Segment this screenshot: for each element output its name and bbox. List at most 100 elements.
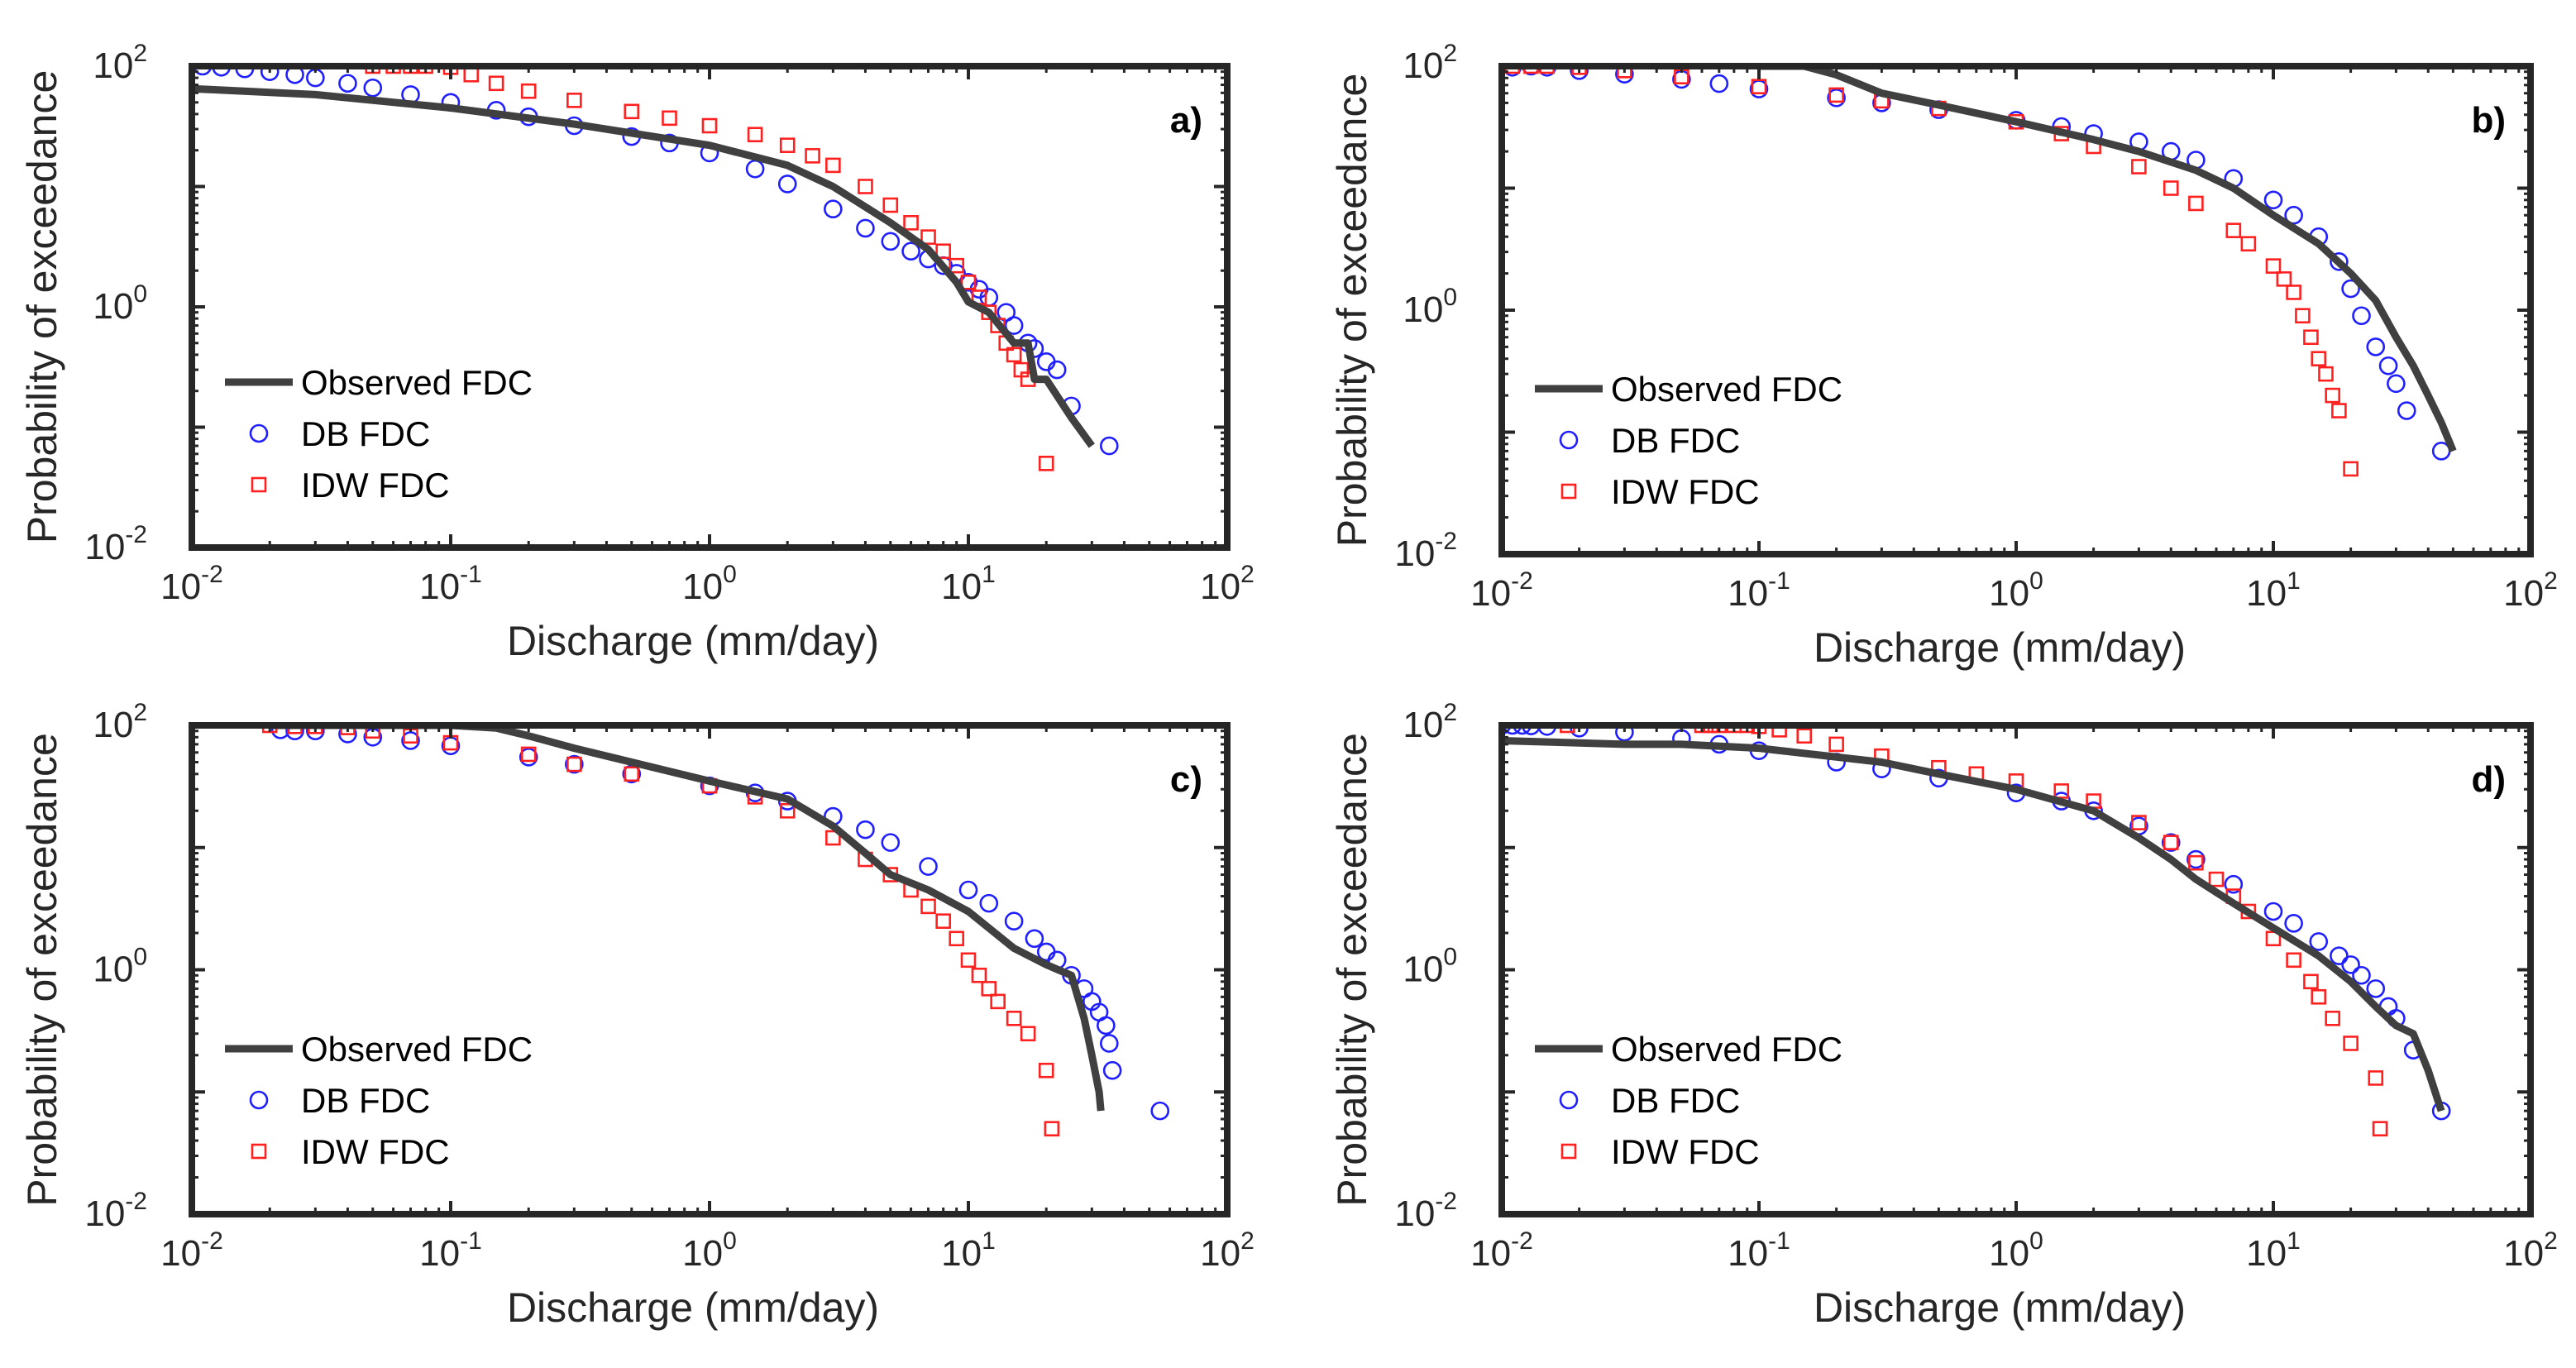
chart-0-series-1-point: [1047, 360, 1067, 380]
chart-2-series-1-point: [401, 731, 420, 750]
chart-2-series-2-point: [949, 930, 964, 947]
chart-1-x-tick-label: 101: [2246, 567, 2301, 614]
chart-1-series-2-point: [1523, 66, 1539, 74]
chart-2-x-axis-label: Discharge (mm/day): [507, 1284, 879, 1331]
chart-1-series-2-point: [2188, 195, 2204, 212]
chart-2-series-2-point: [779, 802, 796, 819]
chart-0-series-2-point: [1006, 347, 1022, 363]
chart-2-series-1-point: [1004, 911, 1024, 931]
chart-0-series-2-point: [520, 83, 537, 99]
chart-3-legend-label: IDW FDC: [1611, 1132, 1760, 1171]
chart-3-series-1-point: [2341, 955, 2360, 974]
chart-0-series-1-point: [777, 175, 797, 194]
chart-1-series-2-point: [2318, 366, 2334, 382]
chart-0-series-2-point: [566, 93, 582, 108]
chart-1-series-2-point: [2131, 159, 2147, 175]
chart-1-legend-square-swatch: [1560, 483, 1577, 500]
chart-1-panel-label: b): [2471, 100, 2506, 141]
chart-1-series-2-point: [1539, 66, 1556, 74]
chart-1-series-1-point: [2263, 190, 2283, 210]
chart-1-series-1-point: [1827, 88, 1846, 108]
chart-3-series-1-point: [2352, 965, 2371, 985]
chart-3-series-2-point: [2131, 815, 2147, 830]
chart-0-y-tick-label: 10-2: [84, 521, 147, 567]
chart-0-series-2-point: [662, 110, 677, 127]
chart-3-series-1-point: [2309, 932, 2329, 951]
chart-2-series-1-point: [1150, 1101, 1170, 1121]
chart-0-series-1-point: [338, 74, 357, 93]
chart-0-series-1-point: [363, 78, 383, 98]
chart-1-series-2-point: [2163, 180, 2179, 196]
chart-1-x-tick-label: 10-2: [1470, 567, 1533, 614]
chart-0-legend-square-swatch: [251, 476, 267, 493]
chart-3-x-tick-label: 10-2: [1470, 1227, 1533, 1274]
chart-1-series-1-point: [2330, 252, 2349, 271]
chart-3-series-1-point: [1503, 725, 1522, 735]
chart-2-series-2-point: [920, 898, 936, 915]
chart-3-series-2-point: [2053, 783, 2070, 799]
chart-1-x-tick-label: 102: [2503, 567, 2558, 614]
chart-2-legend-square-swatch: [251, 1143, 267, 1160]
chart-2-series-2-point: [960, 952, 977, 969]
chart-1-series-1-point: [2387, 374, 2406, 394]
chart-0-series-2-point: [903, 214, 919, 231]
chart-0-x-tick-label: 100: [682, 561, 737, 607]
chart-3-series-1-point: [2330, 946, 2349, 965]
chart-2-series-2-point: [971, 967, 987, 983]
chart-1-series-2-point: [2225, 222, 2242, 238]
chart-1-legend-circle-swatch: [1559, 430, 1579, 450]
chart-3-legend-label: Observed FDC: [1611, 1030, 1842, 1069]
chart-0-series-2-point: [882, 197, 899, 213]
chart-2-series-1-point: [856, 820, 875, 839]
chart-3-y-tick-label: 102: [1403, 699, 1457, 745]
chart-3-legend-circle-swatch: [1559, 1090, 1579, 1110]
chart-0-legend-label: DB FDC: [301, 414, 430, 453]
chart-2-series-1-point: [881, 833, 901, 852]
chart-0-legend-circle-swatch: [249, 423, 269, 443]
chart-1-series-2-point: [2295, 308, 2311, 324]
chart-0-y-tick-label: 100: [93, 280, 147, 327]
chart-0-series-1-point: [1004, 316, 1024, 335]
chart-0-series-2-point: [935, 243, 951, 260]
chart-0-series-2-point: [488, 75, 504, 92]
chart-2-series-1-point: [565, 754, 584, 774]
chart-2-series-1-point: [285, 725, 304, 741]
chart-1-series-1-point: [1570, 66, 1589, 80]
chart-0-x-tick-label: 102: [1200, 561, 1255, 607]
chart-2-series-2-point: [1038, 1062, 1054, 1079]
chart-1-series-1-point: [2352, 306, 2371, 326]
chart-3-series-2-point: [2303, 973, 2319, 990]
chart-3-series-2-point: [2372, 1121, 2388, 1137]
chart-0-series-2-point: [960, 275, 977, 290]
chart-2-x-tick-label: 10-1: [419, 1227, 482, 1274]
chart-2-series-2-point: [520, 746, 537, 763]
chart-3-series-2-point: [1796, 728, 1813, 744]
chart-1-series-1-point: [2284, 205, 2303, 225]
chart-2-series-1-point: [1097, 1016, 1116, 1036]
chart-1-series-2-point: [2276, 271, 2292, 287]
chart-1-x-tick-label: 10-1: [1728, 567, 1790, 614]
chart-3-x-tick-label: 100: [1989, 1227, 2043, 1274]
chart-0-series-2-point: [949, 257, 964, 274]
chart-1-series-0-line: [1759, 66, 2457, 453]
chart-3-y-axis-label: Probability of exceedance: [1329, 733, 1375, 1207]
chart-2-series-2-point: [624, 766, 640, 782]
chart-2-series-2-point: [1006, 1010, 1022, 1026]
chart-0-panel-label: a): [1170, 100, 1202, 141]
chart-1-x-tick-label: 100: [1989, 567, 2043, 614]
chart-3-plot-area: [1502, 725, 2451, 1137]
chart-1-series-2-point: [1828, 87, 1844, 103]
chart-3-series-2-point: [2286, 952, 2301, 969]
chart-0-series-1-point: [193, 66, 213, 76]
chart-1-y-axis-label: Probability of exceedance: [1329, 74, 1375, 548]
chart-3-series-1-point: [2263, 902, 2283, 921]
chart-0-series-2-point: [747, 127, 763, 143]
chart-3-x-tick-label: 10-1: [1728, 1227, 1790, 1274]
chart-3-series-2-point: [1828, 736, 1844, 753]
chart-0-legend-label: Observed FDC: [301, 363, 533, 402]
chart-3-series-1-point: [1615, 725, 1634, 742]
chart-0-x-tick-label: 10-2: [160, 561, 223, 607]
chart-0-series-1-point: [824, 199, 843, 219]
chart-3-series-1-point: [2366, 979, 2386, 998]
